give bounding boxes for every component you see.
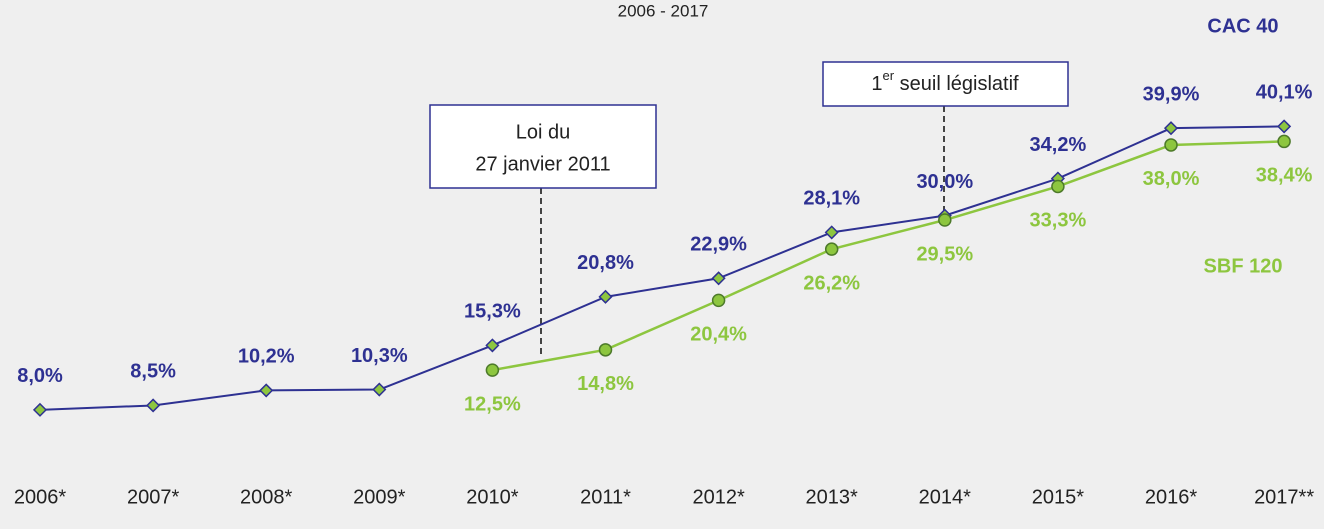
- data-point: [824, 242, 839, 256]
- data-label: 22,9%: [690, 234, 747, 256]
- x-tick-label: 2015*: [1032, 486, 1084, 508]
- annotation-part: 1: [871, 73, 882, 95]
- data-point: [372, 382, 387, 397]
- data-point: [1277, 134, 1291, 149]
- x-tick-label: 2007*: [127, 486, 179, 508]
- data-label: 15,3%: [464, 301, 521, 323]
- x-tick-label: 2008*: [240, 486, 292, 508]
- annotation-text: 27 janvier 2011: [475, 153, 610, 175]
- annotation-part: seuil législatif: [894, 73, 1019, 95]
- legend-label: CAC 40: [1207, 15, 1278, 37]
- data-label: 28,1%: [803, 188, 860, 210]
- data-label: 10,2%: [238, 346, 295, 368]
- data-label: 29,5%: [916, 243, 973, 265]
- data-label: 38,0%: [1143, 168, 1200, 190]
- x-tick-label: 2013*: [806, 486, 858, 508]
- data-label: 38,4%: [1256, 165, 1313, 187]
- data-point: [711, 271, 726, 286]
- data-point: [824, 225, 839, 240]
- data-label: 14,8%: [577, 373, 634, 395]
- data-label: 12,5%: [464, 393, 521, 415]
- data-label: 8,5%: [130, 361, 176, 383]
- data-label: 34,2%: [1030, 134, 1087, 156]
- data-point: [1277, 119, 1292, 134]
- x-tick-label: 2014*: [919, 486, 971, 508]
- data-point: [1051, 179, 1065, 194]
- data-point: [938, 213, 952, 227]
- data-label: 40,1%: [1256, 82, 1313, 104]
- data-point: [146, 398, 161, 413]
- data-label: 30,0%: [916, 171, 973, 193]
- data-point: [598, 343, 613, 357]
- annotation-box: [822, 61, 1069, 107]
- data-point: [259, 383, 274, 398]
- x-tick-label: 2017**: [1254, 486, 1314, 508]
- data-point: [1164, 138, 1178, 152]
- data-label: 33,3%: [1030, 210, 1087, 232]
- data-point: [711, 293, 726, 308]
- series-line: [492, 140, 1285, 372]
- x-tick-label: 2009*: [353, 486, 405, 508]
- series-line: [39, 125, 1285, 411]
- data-label: 8,0%: [17, 365, 63, 387]
- data-label: 26,2%: [803, 272, 860, 294]
- data-label: 20,4%: [690, 324, 747, 346]
- annotation-part: er: [883, 68, 895, 83]
- data-point: [598, 289, 613, 304]
- annotation-text: Loi du: [516, 121, 571, 143]
- legend-label: SBF 120: [1204, 255, 1283, 277]
- x-tick-label: 2006*: [14, 486, 66, 508]
- annotation-text: 1er seuil législatif: [871, 68, 1019, 95]
- data-label: 10,3%: [351, 345, 408, 367]
- data-point: [1163, 121, 1179, 136]
- x-tick-label: 2016*: [1145, 486, 1197, 508]
- annotation-box: [429, 104, 657, 189]
- data-point: [32, 402, 48, 417]
- x-tick-label: 2010*: [466, 486, 518, 508]
- data-label: 39,9%: [1143, 83, 1200, 105]
- data-point: [485, 338, 500, 353]
- x-tick-label: 2012*: [692, 486, 744, 508]
- data-point: [485, 363, 500, 377]
- chart-subtitle: 2006 - 2017: [618, 1, 709, 20]
- x-tick-label: 2011*: [580, 486, 631, 508]
- data-label: 20,8%: [577, 252, 634, 274]
